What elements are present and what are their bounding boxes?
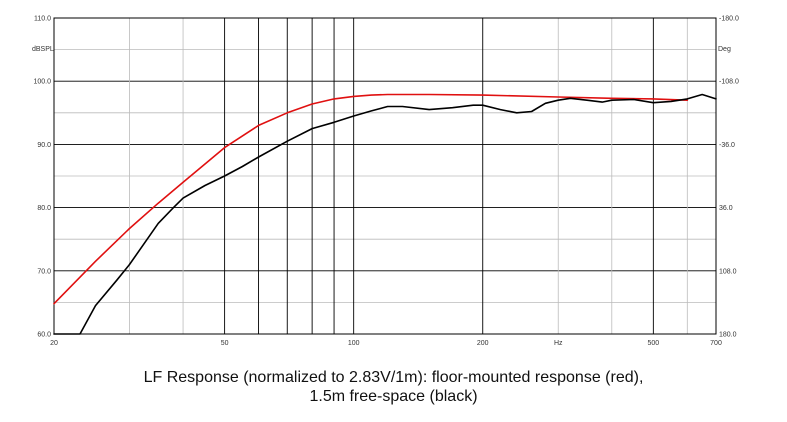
- series-line-free-space: [53, 93, 717, 335]
- right-tick-label: -108.0: [719, 79, 739, 86]
- series-layer: [53, 93, 717, 335]
- y-tick-label: 70.0: [37, 268, 51, 275]
- series-line-floor-mounted: [53, 93, 689, 305]
- right-tick-label: 36.0: [719, 205, 733, 212]
- x-tick-label: Hz: [554, 340, 563, 347]
- figure-caption: LF Response (normalized to 2.83V/1m): fl…: [0, 368, 787, 406]
- y-tick-label: 90.0: [37, 142, 51, 149]
- x-tick-label: 20: [50, 340, 58, 347]
- right-tick-label: 108.0: [719, 268, 737, 275]
- y-tick-label: 80.0: [37, 205, 51, 212]
- caption-line-2: 1.5m free-space (black): [309, 388, 478, 405]
- plot-frame: [53, 17, 717, 335]
- y-axis-unit-label: dBSPL: [32, 46, 54, 53]
- x-tick-label: 500: [648, 340, 660, 347]
- x-tick-label: 700: [710, 340, 722, 347]
- chart-svg: 60.0 70.0 80.0 90.0 100.0 110.0 180.0 108.0 36.0…: [32, 16, 739, 348]
- y-tick-label: 100.0: [33, 79, 51, 86]
- x-tick-label: 200: [477, 340, 489, 347]
- right-tick-label: -36.0: [719, 142, 735, 149]
- caption-line-1: LF Response (normalized to 2.83V/1m): fl…: [143, 369, 644, 386]
- frequency-response-chart: 60.0 70.0 80.0 90.0 100.0 110.0 180.0 108.0 36.0…: [32, 16, 739, 348]
- y-tick-label: 110.0: [34, 16, 51, 23]
- right-axis-unit-label: Deg: [718, 46, 731, 53]
- y-tick-label: 60.0: [37, 332, 51, 339]
- grid-layer: [53, 17, 717, 335]
- right-tick-label: 180.0: [719, 332, 737, 339]
- right-tick-label: -180.0: [719, 16, 739, 23]
- axis-label-layer: 60.0 70.0 80.0 90.0 100.0 110.0 180.0 108.0 36.0…: [33, 16, 738, 348]
- x-tick-label: 50: [221, 340, 229, 347]
- x-tick-label: 100: [348, 340, 360, 347]
